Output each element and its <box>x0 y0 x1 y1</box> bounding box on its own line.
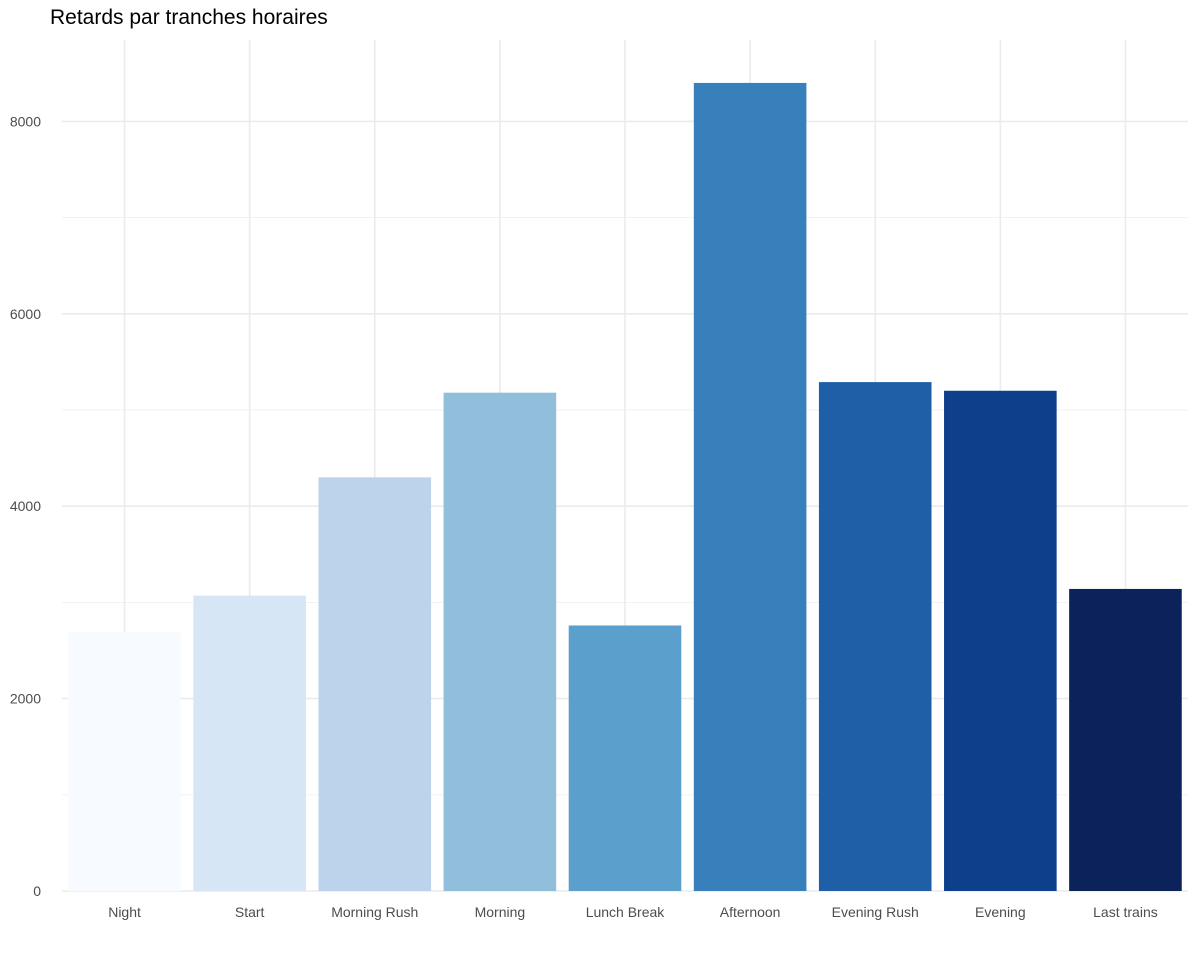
x-tick-label: Last trains <box>1093 904 1158 920</box>
y-tick-label: 6000 <box>10 306 41 322</box>
x-tick-label: Lunch Break <box>586 904 666 920</box>
chart-title: Retards par tranches horaires <box>50 6 328 29</box>
x-tick-label: Evening Rush <box>832 904 919 920</box>
x-tick-label: Start <box>235 904 265 920</box>
y-axis-ticks: 0 2000 4000 6000 8000 <box>10 113 41 899</box>
bar-morning-rush <box>318 477 432 891</box>
bar-start <box>193 595 306 891</box>
bars <box>68 82 1182 892</box>
y-tick-label: 2000 <box>10 691 41 707</box>
bar-evening-rush <box>818 382 932 891</box>
x-tick-label: Evening <box>975 904 1026 920</box>
bar-evening <box>944 390 1057 891</box>
bar-night <box>68 632 181 891</box>
bar-afternoon <box>693 82 807 892</box>
x-tick-label: Morning Rush <box>331 904 418 920</box>
bar-morning <box>443 392 557 891</box>
x-axis-ticks: Night Start Morning Rush Morning Lunch Break… <box>108 904 1158 920</box>
y-tick-label: 0 <box>33 883 41 899</box>
x-tick-label: Morning <box>475 904 526 920</box>
x-tick-label: Afternoon <box>720 904 781 920</box>
x-tick-label: Night <box>108 904 141 920</box>
bar-lunch-break <box>568 625 682 891</box>
y-tick-label: 8000 <box>10 113 41 129</box>
y-tick-label: 4000 <box>10 498 41 514</box>
bar-last-trains <box>1069 588 1182 891</box>
